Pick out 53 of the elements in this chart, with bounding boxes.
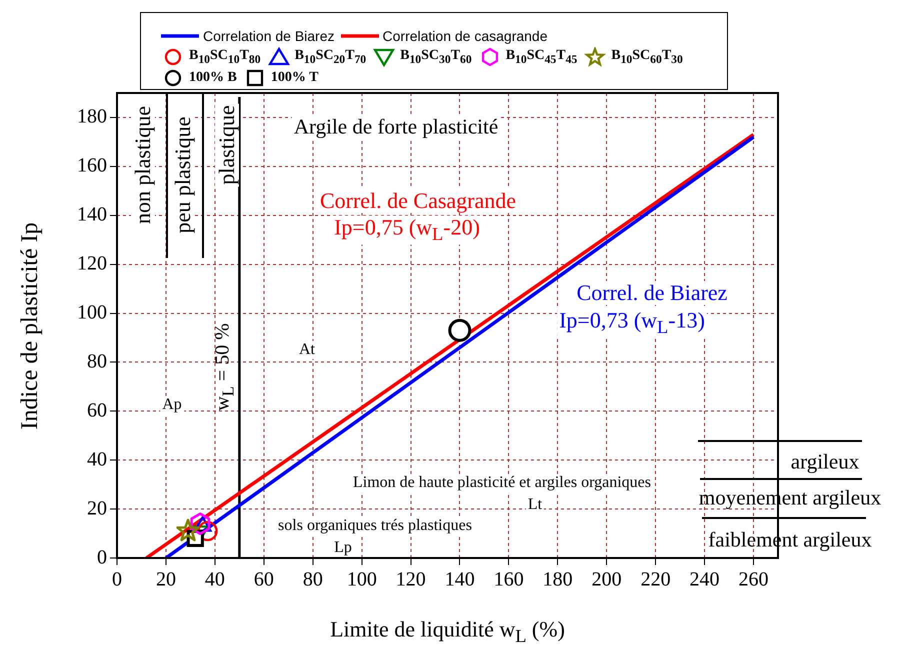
annotation: At [297, 341, 317, 359]
y-tick-label: 20 [87, 497, 107, 520]
annotation: Ip=0,73 (w$_{L}$-13) [557, 308, 707, 338]
legend-label: 100% T [270, 70, 318, 86]
y-tick-label: 80 [87, 350, 107, 372]
x-tick-label: 260 [738, 568, 769, 590]
legend-label: Correlation de Biarez [203, 28, 335, 44]
x-axis-title: Limite de liquidité w$_{L}$ (%) [330, 616, 565, 646]
annotation: peu plastique [170, 114, 195, 236]
annotation: Lt [526, 496, 544, 514]
x-tick-label: 20 [156, 568, 176, 590]
annotation: Lp [332, 539, 354, 557]
legend-label: B$_{10}$SC$_{30}$T$_{60}$ [400, 48, 472, 66]
annotation: sols organiques trés plastiques [276, 517, 474, 535]
legend-label: B$_{10}$SC$_{45}$T$_{45}$ [506, 48, 578, 66]
y-tick-label: 100 [77, 302, 107, 324]
annotation: plastique [214, 103, 239, 187]
x-tick-label: 220 [640, 568, 671, 590]
annotation: non plastique [130, 104, 155, 226]
x-tick-label: 140 [444, 568, 475, 590]
x-tick-label: 200 [592, 568, 622, 590]
x-tick-label: 40 [204, 568, 225, 590]
legend-label: 100% B [189, 70, 237, 86]
y-tick-label: 0 [97, 546, 107, 568]
x-tick-label: 60 [254, 568, 274, 590]
y-tick-label: 40 [87, 448, 107, 470]
annotation: Argile de forte plasticité [292, 114, 500, 138]
text: argileux [790, 450, 860, 474]
annotation: Ap [160, 396, 184, 414]
legend-label: B$_{10}$SC$_{20}$T$_{70}$ [294, 48, 366, 66]
legend-label: B$_{10}$SC$_{60}$T$_{30}$ [611, 48, 683, 66]
point [176, 518, 200, 542]
annotation: Limon de haute plasticité et argiles organiques [351, 474, 653, 492]
x-tick-label: 160 [494, 568, 524, 590]
x-tick-label: 100 [346, 568, 377, 590]
y-tick-label: 120 [77, 252, 107, 275]
x-tick-label: 120 [396, 568, 426, 590]
y-axis-title: Indice de plasticité Ip [17, 222, 43, 430]
y-tick-label: 160 [77, 154, 107, 177]
legend-label: B$_{10}$SC$_{10}$T$_{80}$ [189, 48, 261, 66]
legend-label: Correlation de casagrande [382, 28, 548, 44]
x-tick-label: 80 [302, 568, 323, 590]
x-tick-label: 240 [690, 568, 720, 590]
point [197, 520, 218, 542]
annotation: Correl. de Casagrande [318, 188, 518, 213]
y-tick-label: 140 [77, 204, 107, 226]
point [448, 318, 472, 342]
y-tick-label: 180 [77, 106, 107, 128]
x-tick-label: 180 [542, 568, 573, 590]
annotation: Ip=0,75 (w$_{L}$-20) [332, 214, 482, 244]
y-tick-label: 60 [87, 399, 107, 422]
annotation: Correl. de Biarez [574, 280, 730, 305]
x-tick-label: 0 [112, 568, 122, 590]
